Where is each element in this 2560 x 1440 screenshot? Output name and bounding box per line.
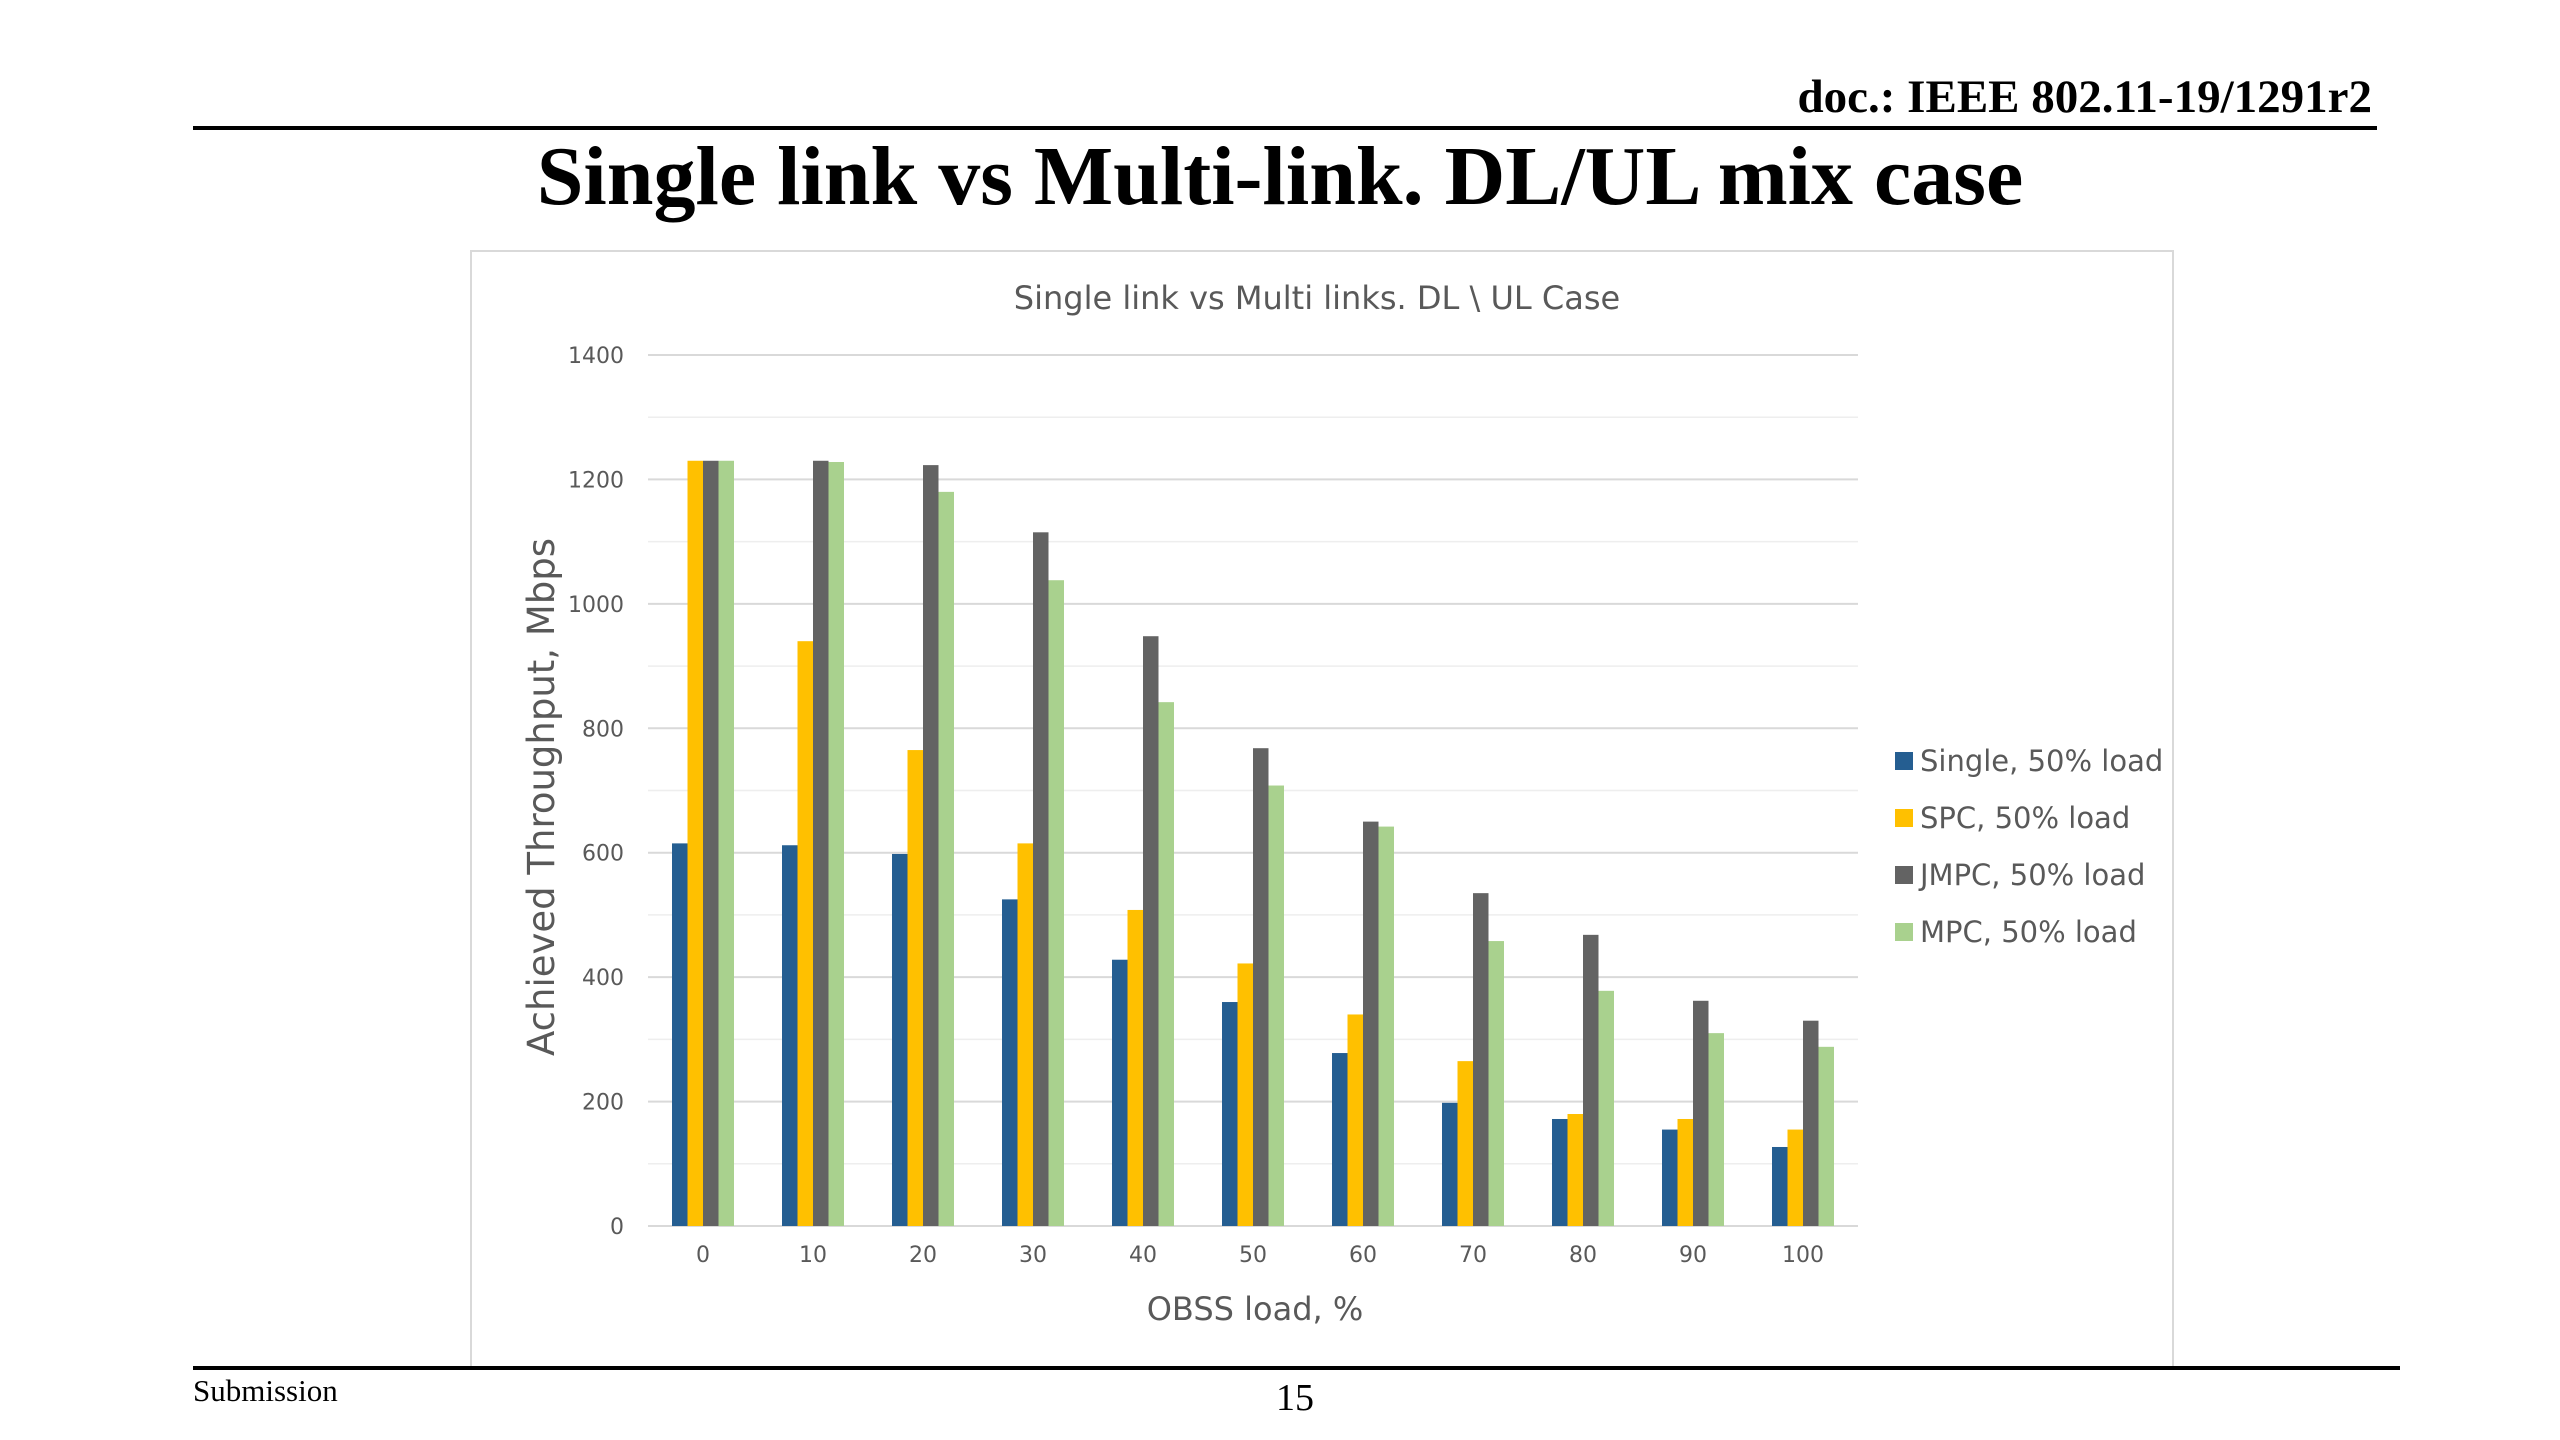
x-tick-label: 0 — [696, 1243, 710, 1268]
x-tick-label: 40 — [1129, 1243, 1157, 1268]
bar-3-0 — [718, 460, 734, 1226]
y-tick-label: 800 — [582, 717, 624, 742]
x-tick-label: 30 — [1019, 1243, 1047, 1268]
bar-1-8 — [1567, 1114, 1583, 1226]
footer-rule — [193, 1366, 2400, 1370]
gridlines — [648, 354, 1858, 1227]
bar-2-1 — [813, 460, 829, 1226]
bar-0-6 — [1332, 1053, 1348, 1226]
bar-3-4 — [1158, 702, 1174, 1226]
y-axis-ticks: 0 200 400 600 800 1000 1200 1400 — [568, 344, 624, 1240]
bars — [672, 460, 1834, 1227]
x-tick-label: 10 — [799, 1243, 827, 1268]
x-axis-ticks: 0 10 20 30 40 50 60 70 80 90 100 — [696, 1243, 1824, 1268]
bar-0-9 — [1662, 1129, 1678, 1226]
bar-1-4 — [1127, 909, 1143, 1226]
bar-2-10 — [1803, 1020, 1819, 1226]
y-tick-label: 600 — [582, 842, 624, 867]
bar-0-7 — [1442, 1102, 1458, 1226]
chart-title: Single link vs Multi links. DL \ UL Case — [1014, 279, 1620, 317]
legend-label: Single, 50% load — [1920, 744, 2163, 778]
y-tick-label: 0 — [610, 1215, 624, 1240]
legend-swatch — [1895, 752, 1913, 770]
bar-1-0 — [687, 460, 703, 1226]
bar-3-2 — [938, 491, 954, 1226]
bar-1-10 — [1787, 1129, 1803, 1226]
bar-0-1 — [782, 845, 798, 1226]
legend: Single, 50% load SPC, 50% load JMPC, 50% l… — [1895, 744, 2163, 949]
bar-2-5 — [1253, 748, 1269, 1226]
bar-3-5 — [1268, 785, 1284, 1226]
slide-title: Single link vs Multi-link. DL/UL mix cas… — [536, 130, 2024, 223]
x-tick-label: 60 — [1349, 1243, 1377, 1268]
x-tick-label: 80 — [1569, 1243, 1597, 1268]
legend-swatch — [1895, 866, 1913, 884]
bar-2-4 — [1143, 636, 1159, 1226]
y-tick-label: 1400 — [568, 344, 624, 369]
bar-2-0 — [703, 460, 719, 1226]
bar-3-1 — [828, 462, 844, 1227]
legend-swatch — [1895, 809, 1913, 827]
bar-2-2 — [923, 465, 939, 1227]
bar-0-8 — [1552, 1118, 1568, 1226]
bar-1-1 — [797, 641, 813, 1226]
bar-3-7 — [1488, 941, 1504, 1226]
legend-label: JMPC, 50% load — [1918, 858, 2145, 892]
y-tick-label: 200 — [582, 1091, 624, 1116]
bar-0-4 — [1112, 959, 1128, 1226]
bar-3-6 — [1378, 826, 1394, 1226]
bar-3-10 — [1818, 1046, 1834, 1226]
page-number: 15 — [1276, 1377, 1314, 1419]
y-tick-label: 1200 — [568, 468, 624, 493]
y-axis-label: Achieved Throughput, Mbps — [520, 538, 563, 1056]
legend-label: SPC, 50% load — [1920, 801, 2130, 835]
legend-swatch — [1895, 923, 1913, 941]
bar-2-3 — [1033, 532, 1049, 1226]
bar-2-8 — [1583, 934, 1599, 1226]
x-tick-label: 70 — [1459, 1243, 1487, 1268]
header-rule — [193, 126, 2377, 130]
y-tick-label: 1000 — [568, 593, 624, 618]
bar-0-2 — [892, 853, 908, 1226]
bar-0-3 — [1002, 899, 1018, 1226]
document-id: doc.: IEEE 802.11-19/1291r2 — [1797, 71, 2372, 123]
x-tick-label: 90 — [1679, 1243, 1707, 1268]
bar-2-7 — [1473, 893, 1489, 1226]
x-tick-label: 20 — [909, 1243, 937, 1268]
chart-frame: Single link vs Multi links. DL \ UL Case… — [470, 250, 2174, 1368]
x-tick-label: 100 — [1782, 1243, 1824, 1268]
bar-1-6 — [1347, 1014, 1363, 1226]
legend-label: MPC, 50% load — [1920, 915, 2137, 949]
bar-2-6 — [1363, 821, 1379, 1226]
footer-submission: Submission — [193, 1373, 338, 1408]
bar-0-10 — [1772, 1146, 1788, 1226]
bar-0-5 — [1222, 1002, 1238, 1226]
bar-0-0 — [672, 843, 688, 1226]
bar-1-3 — [1017, 843, 1033, 1226]
y-tick-label: 400 — [582, 966, 624, 991]
bar-2-9 — [1693, 1000, 1709, 1226]
x-axis-label: OBSS load, % — [1147, 1290, 1364, 1328]
bar-3-9 — [1708, 1033, 1724, 1226]
bar-3-8 — [1598, 990, 1614, 1226]
bar-1-5 — [1237, 963, 1253, 1226]
x-tick-label: 50 — [1239, 1243, 1267, 1268]
bar-1-2 — [907, 750, 923, 1226]
bar-3-3 — [1048, 580, 1064, 1226]
bar-chart: Single link vs Multi links. DL \ UL Case… — [520, 279, 2163, 1328]
bar-1-7 — [1457, 1061, 1473, 1226]
bar-1-9 — [1677, 1118, 1693, 1226]
